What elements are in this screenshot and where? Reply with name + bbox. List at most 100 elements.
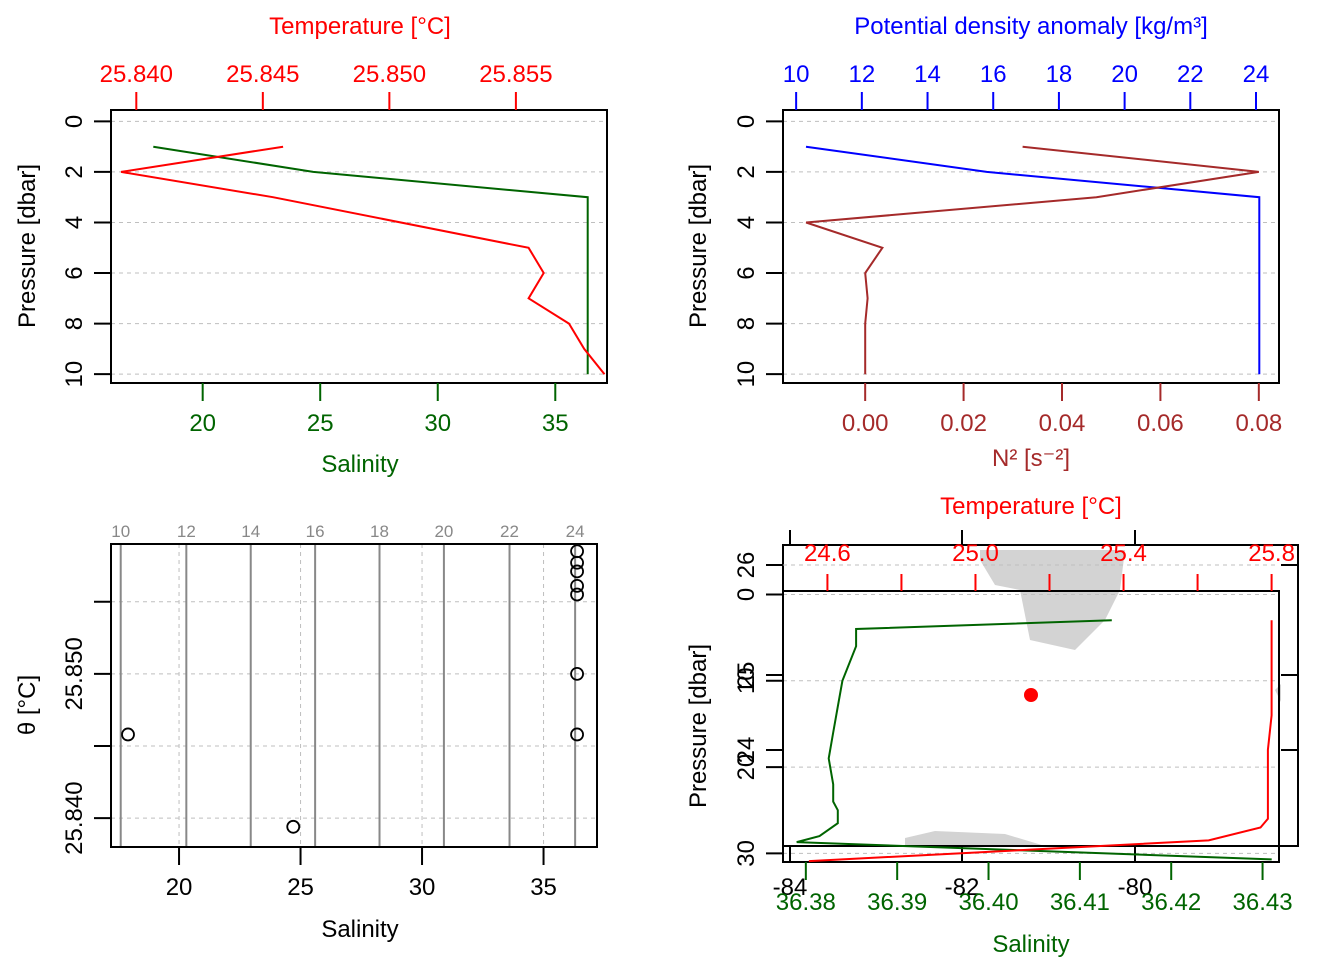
- y-tick-label: 4: [61, 216, 88, 229]
- isopycnal-label: 18: [370, 522, 389, 541]
- panel-profile-with-map: -84 -82 -80 26 25 24 0 10 20 30 Pressure [dbar] 24.…: [685, 493, 1299, 958]
- bottom-tick-label: 30: [424, 410, 451, 437]
- bottom-tick-label: 36.41: [1050, 889, 1110, 916]
- bottom-tick-label: 36.43: [1233, 889, 1293, 916]
- temperature-line: [808, 620, 1273, 863]
- isopycnal-label: 16: [306, 522, 325, 541]
- y-tick-label: 4: [733, 216, 760, 229]
- n2-line: [805, 145, 1259, 375]
- y-tick-label: 0: [733, 115, 760, 128]
- top-tick-label: 25.840: [100, 61, 173, 88]
- top-axis-label: Temperature [°C]: [940, 493, 1122, 520]
- y-tick-label: 6: [61, 266, 88, 279]
- map-lon-label: -82: [945, 874, 980, 901]
- isopycnal-label: 24: [566, 522, 585, 541]
- y-axis-label: Pressure [dbar]: [685, 644, 712, 808]
- land-area: [905, 831, 1045, 846]
- bottom-tick-label: 20: [189, 410, 216, 437]
- top-tick-label: 10: [783, 61, 810, 88]
- panel-ts-diagram: 10 12 14 16 18 20 22 24 20 25 30 35 Salinity 25.840 25…: [14, 522, 598, 943]
- x-tick-label: 30: [409, 874, 436, 901]
- top-tick-label: 25.850: [353, 61, 426, 88]
- panel-temperature-salinity-profile: 0 2 4 6 8 10 Pressure [dbar] 25.840 25.845 25.850…: [14, 13, 608, 478]
- map-lon-label: -84: [773, 874, 808, 901]
- top-tick-label: 14: [914, 61, 941, 88]
- map-lat-label: 25: [733, 662, 760, 689]
- y-tick-label: 10: [61, 361, 88, 388]
- bottom-tick-label: 0.08: [1235, 410, 1282, 437]
- y-tick-label: 10: [733, 361, 760, 388]
- bottom-tick-label: 0.00: [842, 410, 889, 437]
- density-line: [805, 145, 1261, 375]
- y-tick-label: 30: [733, 840, 760, 867]
- bottom-tick-label: 35: [542, 410, 569, 437]
- y-tick-label: 8: [61, 317, 88, 330]
- bottom-axis-label: N² [s⁻²]: [992, 445, 1070, 472]
- plot-frame: [110, 109, 608, 384]
- bottom-tick-label: 0.06: [1137, 410, 1184, 437]
- ts-point: [570, 587, 584, 602]
- top-axis-label: Potential density anomaly [kg/m³]: [854, 13, 1208, 40]
- y-tick-label: 0: [733, 588, 760, 601]
- ts-point: [570, 544, 584, 559]
- top-axis-label: Temperature [°C]: [269, 13, 451, 40]
- y-axis-label: Pressure [dbar]: [14, 164, 41, 328]
- top-tick-label: 25.855: [479, 61, 552, 88]
- salinity-line: [153, 145, 589, 375]
- bottom-tick-label: 36.40: [958, 889, 1018, 916]
- bottom-tick-label: 36.42: [1141, 889, 1201, 916]
- y-axis-label: Pressure [dbar]: [685, 164, 712, 328]
- land-area: [980, 550, 1125, 650]
- map-lon-label: -80: [1118, 874, 1153, 901]
- bottom-tick-label: 36.38: [776, 889, 836, 916]
- top-tick-label: 25.8: [1248, 540, 1295, 567]
- plot-frame: [782, 109, 1280, 384]
- bottom-tick-label: 36.39: [867, 889, 927, 916]
- map-lat-label: 24: [733, 737, 760, 764]
- top-tick-label: 25.4: [1100, 540, 1147, 567]
- top-tick-label: 22: [1177, 61, 1204, 88]
- y-tick-label: 25.840: [61, 781, 88, 854]
- top-tick-label: 16: [980, 61, 1007, 88]
- isopycnal-label: 22: [500, 522, 519, 541]
- y-tick-label: 20: [733, 754, 760, 781]
- bottom-axis-label: Salinity: [321, 451, 398, 478]
- plot-frame: [110, 543, 598, 848]
- ts-point: [570, 564, 584, 579]
- bottom-tick-label: 25: [307, 410, 334, 437]
- map-lat-label: 26: [733, 552, 760, 579]
- y-tick-label: 8: [733, 317, 760, 330]
- y-axis-label: θ [°C]: [14, 675, 41, 735]
- isopycnal-label: 10: [111, 522, 130, 541]
- x-axis-label: Salinity: [321, 916, 398, 943]
- y-tick-label: 10: [733, 667, 760, 694]
- ts-point: [570, 578, 584, 593]
- top-tick-label: 24: [1243, 61, 1270, 88]
- y-tick-label: 2: [61, 165, 88, 178]
- top-tick-label: 18: [1046, 61, 1073, 88]
- top-tick-label: 12: [848, 61, 875, 88]
- ts-point: [121, 727, 135, 742]
- station-marker: [1024, 688, 1038, 702]
- y-tick-label: 2: [733, 165, 760, 178]
- y-tick-label: 6: [733, 266, 760, 279]
- isopycnal-label: 20: [434, 522, 453, 541]
- top-tick-label: 20: [1111, 61, 1138, 88]
- y-tick-label: 25.850: [61, 637, 88, 710]
- x-tick-label: 35: [530, 874, 557, 901]
- ts-point: [570, 555, 584, 570]
- top-tick-label: 25.845: [226, 61, 299, 88]
- bottom-tick-label: 0.04: [1039, 410, 1086, 437]
- ts-point: [570, 666, 584, 681]
- isopycnal-label: 12: [177, 522, 196, 541]
- top-tick-label: 25.0: [952, 540, 999, 567]
- x-tick-label: 20: [166, 874, 193, 901]
- bottom-tick-label: 0.02: [940, 410, 987, 437]
- y-tick-label: 0: [61, 115, 88, 128]
- x-tick-label: 25: [287, 874, 314, 901]
- ts-point: [286, 819, 301, 834]
- temperature-line: [120, 145, 606, 375]
- isopycnal-label: 14: [241, 522, 260, 541]
